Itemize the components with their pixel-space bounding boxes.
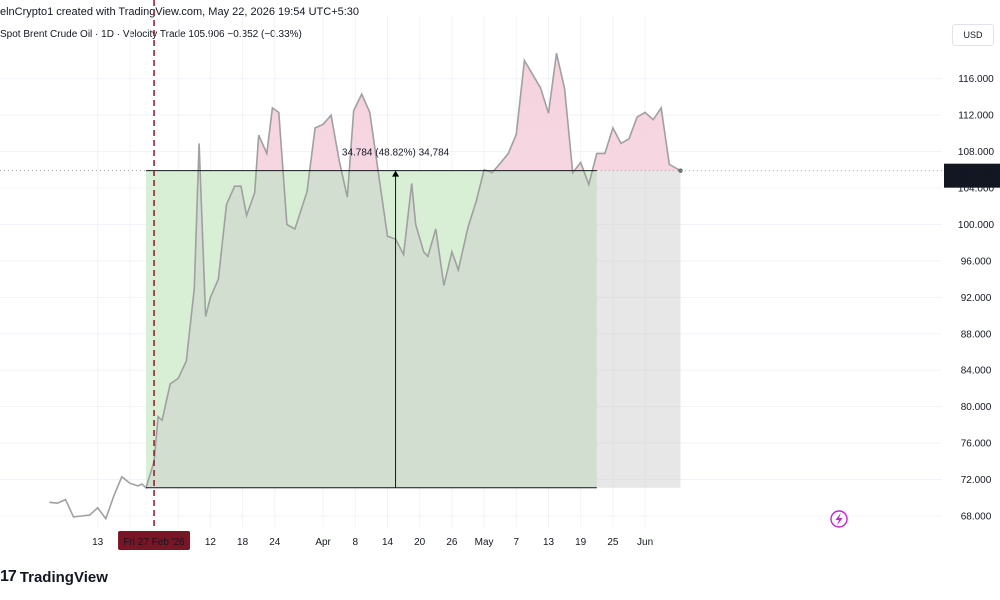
x-tick-label: 18 <box>237 537 249 548</box>
x-tick-label: May <box>475 537 494 548</box>
y-tick-label: 92.000 <box>961 293 992 304</box>
price-area <box>0 53 942 521</box>
x-tick-label: 24 <box>269 537 281 548</box>
x-tick-label: 25 <box>607 537 619 548</box>
x-tick-label: Apr <box>315 537 331 548</box>
x-tick-label: Jun <box>637 537 653 548</box>
x-tick-label: 8 <box>353 537 359 548</box>
price-line <box>49 53 681 521</box>
symbol-price: 105.906 <box>188 29 225 40</box>
symbol-change: −0.352 (−0.33%) <box>227 29 302 40</box>
area-fill-above <box>198 53 681 171</box>
x-tick-label: 12 <box>205 537 217 548</box>
y-tick-label: 100.000 <box>958 220 995 231</box>
x-tick-label: 13 <box>92 537 104 548</box>
last-point <box>678 168 683 173</box>
y-tick-label: 108.000 <box>958 147 995 158</box>
symbol-legend: Spot Brent Crude Oil · 1D · Velocity Tra… <box>0 29 302 40</box>
y-tick-label: 76.000 <box>961 439 992 450</box>
x-tick-label: 20 <box>414 537 426 548</box>
tradingview-logo-icon: 17 <box>0 568 17 585</box>
area-fill-below <box>146 170 681 488</box>
x-tick-label: 13 <box>543 537 555 548</box>
y-tick-label: 72.000 <box>961 475 992 486</box>
y-axis: 68.000 72.000 76.000 80.000 84.000 88.000 92.0… <box>958 74 995 522</box>
measure-arrow-icon <box>392 170 400 177</box>
last-price-value: 105.906 <box>958 167 995 178</box>
bar-countdown: 08:35:17 <box>957 177 996 188</box>
tradingview-logo-text: TradingView <box>19 568 108 586</box>
x-tick-label: 14 <box>382 537 394 548</box>
creator-text: elnCrypto1 created with TradingView.com,… <box>0 6 360 18</box>
tradingview-logo[interactable]: 17 TradingView <box>0 567 108 587</box>
y-tick-label: 96.000 <box>961 256 992 267</box>
highlighted-date-label: Fri 27 Feb '26 <box>118 531 191 550</box>
currency-button[interactable]: USD <box>952 24 994 46</box>
y-tick-label: 116.000 <box>958 74 994 85</box>
x-tick-label: 19 <box>575 537 587 548</box>
measure-label: 34.784 (48.82%) 34,784 <box>342 148 450 159</box>
y-tick-label: 84.000 <box>961 366 992 377</box>
x-tick-label: 7 <box>514 537 520 548</box>
y-tick-label: 112.000 <box>958 111 994 122</box>
y-tick-label: 88.000 <box>961 329 992 340</box>
lightning-alert-icon[interactable] <box>830 510 848 528</box>
range-fill <box>146 170 597 488</box>
x-tick-label: 26 <box>446 537 458 548</box>
y-tick-label: 68.000 <box>961 512 992 523</box>
symbol-name[interactable]: Spot Brent Crude Oil · 1D · Velocity Tra… <box>0 29 186 40</box>
y-tick-label: 80.000 <box>961 402 992 413</box>
y-tick-label: 104.000 <box>958 184 995 195</box>
highlighted-date-text: Fri 27 Feb '26 <box>123 537 185 548</box>
last-price-tag: 105.906 08:35:17 <box>944 163 1000 188</box>
